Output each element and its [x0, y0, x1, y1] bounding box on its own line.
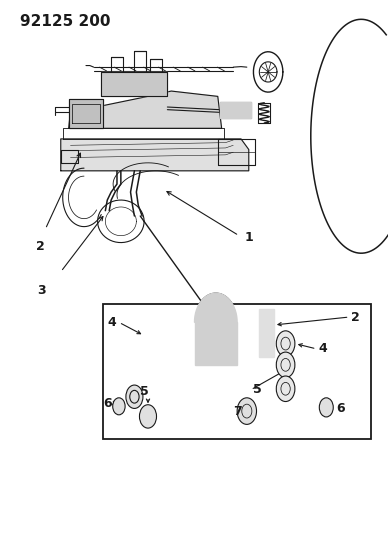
Text: 6: 6: [103, 397, 112, 410]
Text: 1: 1: [245, 231, 254, 244]
Text: 92125 200: 92125 200: [20, 14, 110, 29]
Text: 4: 4: [319, 342, 327, 356]
Polygon shape: [102, 72, 167, 96]
Circle shape: [237, 398, 256, 424]
Circle shape: [319, 398, 333, 417]
Circle shape: [276, 376, 295, 401]
Text: 5: 5: [140, 385, 149, 398]
Polygon shape: [61, 139, 249, 171]
Text: 2: 2: [35, 240, 44, 253]
Polygon shape: [259, 309, 274, 357]
Polygon shape: [68, 91, 222, 128]
Text: 6: 6: [336, 402, 345, 415]
Circle shape: [113, 398, 125, 415]
Polygon shape: [194, 293, 237, 322]
Circle shape: [126, 385, 143, 408]
Text: 2: 2: [352, 311, 360, 324]
Polygon shape: [220, 102, 251, 118]
Polygon shape: [68, 99, 103, 128]
Text: 3: 3: [37, 284, 46, 297]
Circle shape: [276, 331, 295, 357]
Text: 5: 5: [252, 383, 261, 397]
Text: 7: 7: [233, 405, 242, 417]
Circle shape: [140, 405, 156, 428]
Polygon shape: [194, 322, 237, 365]
Bar: [103, 304, 371, 439]
Text: 4: 4: [107, 316, 116, 329]
Circle shape: [276, 352, 295, 377]
